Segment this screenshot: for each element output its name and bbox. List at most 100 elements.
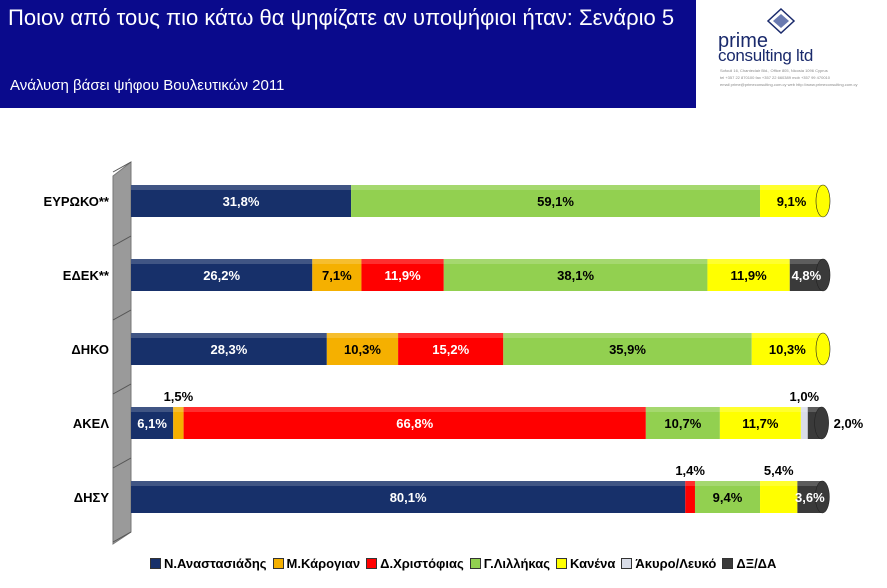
data-label: 28,3%: [210, 342, 247, 357]
bar-segment: [173, 407, 184, 439]
data-label: 66,8%: [396, 416, 433, 431]
wall-tick: [112, 531, 132, 543]
bar-highlight: [443, 259, 708, 264]
bar-highlight: [183, 407, 646, 412]
bar-end-cap: [815, 258, 831, 292]
bar-highlight: [800, 407, 808, 412]
bar-highlight: [361, 259, 444, 264]
page-subtitle: Ανάλυση βάσει ψήφου Βουλευτικών 2011: [10, 77, 285, 94]
data-label: 11,9%: [385, 268, 422, 283]
legend-swatch: [150, 557, 161, 569]
legend-swatch: [722, 557, 734, 569]
data-label: 5,4%: [764, 463, 794, 478]
bar-highlight: [807, 407, 822, 412]
bar-end-cap: [815, 480, 830, 514]
bar-segment: [131, 407, 174, 439]
data-label: 1,0%: [789, 389, 819, 404]
data-label: 15,2%: [432, 342, 469, 357]
logo-mark-icon: [766, 8, 796, 34]
wall-tick: [112, 309, 132, 321]
wall-tick: [112, 457, 132, 469]
category-label: ΕΥΡΩΚΟ**: [44, 194, 110, 209]
legend-label: Δ.Χριστόφιας: [380, 555, 464, 571]
bar-highlight: [398, 333, 504, 338]
legend-label: Ν.Αναστασιάδης: [164, 555, 267, 571]
data-label: 7,1%: [322, 268, 352, 283]
bar-highlight: [326, 333, 399, 338]
bar-highlight: [694, 481, 761, 486]
bar-highlight: [173, 407, 184, 412]
wall-tick: [112, 383, 132, 395]
legend-label: Γ.Λιλλήκας: [483, 555, 550, 571]
logo-phone: tel +357 22 870100 fax +357 22 660389 mo…: [720, 75, 830, 80]
legend-item: Μ.Κάρογιαν: [272, 555, 361, 571]
data-label: 1,4%: [675, 463, 705, 478]
data-label: 6,1%: [137, 416, 167, 431]
bar-segment: [719, 407, 801, 439]
legend-item: Δ.Χριστόφιας: [366, 556, 464, 571]
bar-segment: [131, 481, 686, 513]
legend-item: ΔΞ/ΔΑ: [722, 556, 776, 571]
wall-tick: [112, 161, 132, 173]
data-label: 1,5%: [164, 389, 194, 404]
bar-highlight: [131, 259, 313, 264]
bar-segment: [685, 481, 695, 513]
data-label: 3,6%: [795, 490, 825, 505]
wall-tick: [112, 235, 132, 247]
bar-segment: [707, 259, 790, 291]
data-label: 4,8%: [792, 268, 822, 283]
data-label: 2,0%: [834, 416, 864, 431]
bar-highlight: [719, 407, 801, 412]
bar-highlight: [751, 333, 823, 338]
bar-highlight: [131, 185, 352, 190]
page-title: Ποιον από τους πιο κάτω θα ψηφίζατε αν υ…: [8, 5, 675, 30]
bar-segment: [760, 481, 798, 513]
header-banner: Ποιον από τους πιο κάτω θα ψηφίζατε αν υ…: [0, 0, 696, 108]
category-label: ΑΚΕΛ: [73, 416, 109, 431]
legend-item: Γ.Λιλλήκας: [469, 555, 550, 571]
legend-item: Κανένα: [555, 555, 616, 571]
bar-segment: [183, 407, 646, 439]
bar-highlight: [645, 407, 720, 412]
chart-legend: Ν.Αναστασιάδης Μ.Κάρογιαν Δ.Χριστόφιας Γ.Λι…: [150, 553, 776, 573]
data-label: 80,1%: [390, 490, 427, 505]
chart-wall: [112, 160, 132, 545]
stacked-bar-chart: ΕΥΡΩΚΟ** 31,8% 59,1% 9,1% ΕΔΕΚ** 26,2% 7,1% 11,…: [44, 160, 864, 545]
bar-segment: [443, 259, 708, 291]
bar-segment: [131, 333, 327, 365]
data-label: 11,7%: [742, 416, 779, 431]
bar-segment: [694, 481, 761, 513]
legend-label: Άκυρο/Λευκό: [635, 555, 717, 571]
legend-label: ΔΞ/ΔΑ: [736, 555, 777, 571]
data-label: 59,1%: [537, 194, 574, 209]
bar-highlight: [707, 259, 790, 264]
bar-segment: [760, 185, 823, 217]
bar-highlight: [312, 259, 362, 264]
bar-segment: [398, 333, 504, 365]
data-label: 26,2%: [203, 268, 240, 283]
bar-segment: [503, 333, 752, 365]
bar-highlight: [503, 333, 752, 338]
bar-highlight: [351, 185, 761, 190]
bar-segment: [131, 185, 352, 217]
bar-end-cap: [814, 406, 829, 440]
legend-label: Μ.Κάρογιαν: [286, 555, 361, 571]
logo-address: Sofouli 16, Chanteclair Bld., Office 805…: [720, 68, 828, 73]
data-label: 11,9%: [731, 268, 768, 283]
bar-segment: [351, 185, 761, 217]
bar-segment: [326, 333, 399, 365]
data-label: 10,3%: [769, 342, 806, 357]
legend-item: Ν.Αναστασιάδης: [150, 556, 267, 571]
bar-segment: [361, 259, 444, 291]
data-label: 38,1%: [557, 268, 594, 283]
legend-label: Κανένα: [569, 555, 616, 571]
logo-web: email prime@primeconsulting.com.cy web h…: [720, 82, 858, 87]
bar-highlight: [797, 481, 823, 486]
data-label: 35,9%: [609, 342, 646, 357]
logo-line-1: prime: [718, 30, 769, 52]
category-label: ΔΗΚΟ: [71, 342, 109, 357]
bar-segment: [645, 407, 720, 439]
data-label: 9,4%: [713, 490, 743, 505]
legend-swatch: [366, 557, 378, 569]
bar-highlight: [131, 407, 174, 412]
